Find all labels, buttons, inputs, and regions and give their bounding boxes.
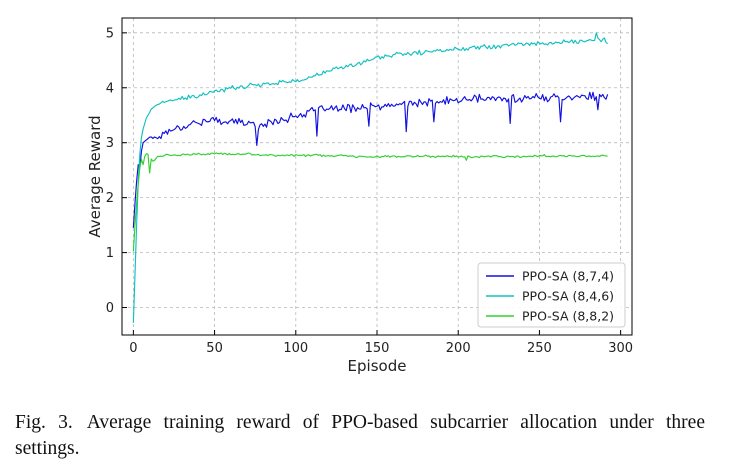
legend-label: PPO-SA (8,8,2)	[522, 309, 614, 324]
y-axis-label: Average Reward	[86, 115, 104, 237]
x-tick-label: 300	[608, 341, 633, 356]
y-tick-label: 1	[106, 246, 114, 261]
figure-number: Fig. 3.	[15, 412, 73, 433]
series-line-2	[132, 32, 609, 323]
y-tick-label: 2	[106, 191, 114, 206]
x-tick-label: 200	[446, 341, 471, 356]
line-chart: 0 50 100 150 200 250 300 0 1 2 3 4 5 Episode Average…	[86, 17, 633, 375]
figure: 0 50 100 150 200 250 300 0 1 2 3 4 5 Episode Average…	[86, 17, 633, 375]
x-tick-label: 50	[206, 341, 223, 356]
series-lines	[132, 32, 609, 323]
legend-label: PPO-SA (8,4,6)	[522, 289, 614, 304]
figure-caption: Fig. 3. Average training reward of PPO-ba…	[15, 410, 705, 462]
x-tick-label: 0	[129, 341, 137, 356]
y-tick-label: 5	[106, 26, 114, 41]
axis-ticks: 0 50 100 150 200 250 300 0 1 2 3 4 5	[106, 26, 633, 356]
x-tick-label: 100	[283, 341, 308, 356]
y-tick-label: 0	[106, 301, 114, 316]
x-tick-label: 250	[527, 341, 552, 356]
x-axis-label: Episode	[348, 357, 407, 375]
legend-label: PPO-SA (8,7,4)	[522, 269, 614, 284]
caption-text: Average training reward of PPO-based sub…	[15, 412, 705, 459]
legend-box	[477, 262, 626, 328]
y-tick-label: 4	[106, 81, 114, 96]
series-line-1	[132, 91, 609, 228]
x-tick-label: 150	[365, 341, 390, 356]
legend: PPO-SA (8,7,4) PPO-SA (8,4,6) PPO-SA (8,8,…	[477, 262, 626, 328]
y-tick-label: 3	[106, 136, 114, 151]
series-line-3	[132, 152, 608, 252]
